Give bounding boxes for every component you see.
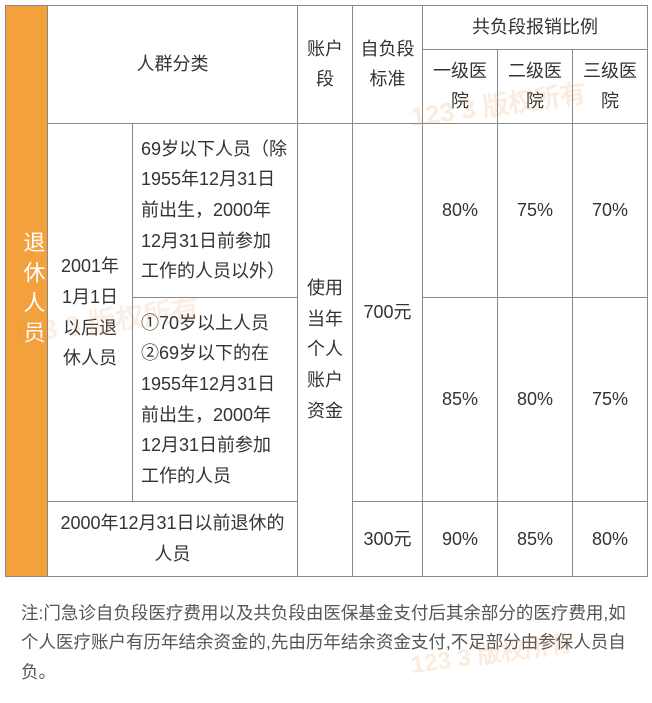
header-population: 人群分类 bbox=[48, 6, 298, 124]
header-hospital-3: 三级医院 bbox=[573, 49, 648, 123]
row3-desc: 2000年12月31日以前退休的人员 bbox=[48, 502, 298, 576]
r2c2: 80% bbox=[498, 297, 573, 502]
subgroup-after-2001: 2001年1月1日以后退休人员 bbox=[48, 123, 133, 502]
reimbursement-table: 退休人员 人群分类 账户段 自负段标准 共负段报销比例 一级医院 二级医院 三级… bbox=[5, 5, 648, 577]
row2-desc: ①70岁以上人员②69岁以下的在1955年12月31日前出生，2000年12月3… bbox=[133, 297, 298, 502]
r3c2: 85% bbox=[498, 502, 573, 576]
category-label: 退休人员 bbox=[14, 231, 51, 351]
r1c3: 70% bbox=[573, 123, 648, 297]
r1c1: 80% bbox=[423, 123, 498, 297]
r2c1: 85% bbox=[423, 297, 498, 502]
header-hospital-1: 一级医院 bbox=[423, 49, 498, 123]
table-row: 2001年1月1日以后退休人员 69岁以下人员（除1955年12月31日前出生，… bbox=[6, 123, 648, 297]
header-self-standard: 自负段标准 bbox=[353, 6, 423, 124]
r3c1: 90% bbox=[423, 502, 498, 576]
standard-700: 700元 bbox=[353, 123, 423, 502]
table-header-row-1: 退休人员 人群分类 账户段 自负段标准 共负段报销比例 bbox=[6, 6, 648, 50]
header-hospital-2: 二级医院 bbox=[498, 49, 573, 123]
r1c2: 75% bbox=[498, 123, 573, 297]
header-account: 账户段 bbox=[298, 6, 353, 124]
account-text: 使用当年个人账户资金 bbox=[298, 123, 353, 576]
row1-desc: 69岁以下人员（除1955年12月31日前出生，2000年12月31日前参加工作… bbox=[133, 123, 298, 297]
category-cell: 退休人员 bbox=[6, 6, 48, 577]
r2c3: 75% bbox=[573, 297, 648, 502]
footnote: 注:门急诊自负段医疗费用以及共负段由医保基金支付后其余部分的医疗费用,如个人医疗… bbox=[5, 577, 647, 698]
header-coinsurance: 共负段报销比例 bbox=[423, 6, 648, 50]
r3c3: 80% bbox=[573, 502, 648, 576]
standard-300: 300元 bbox=[353, 502, 423, 576]
